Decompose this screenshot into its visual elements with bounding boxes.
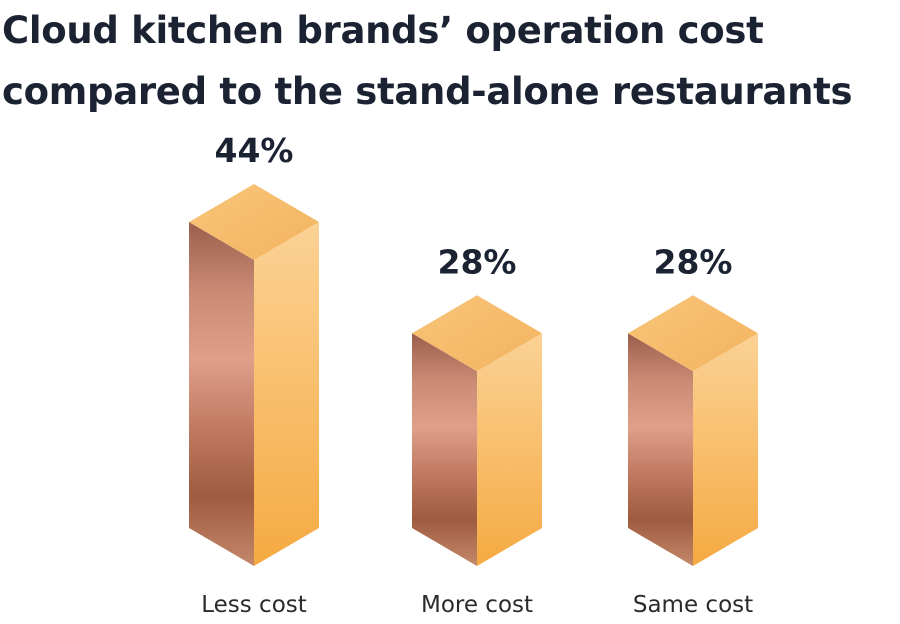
bar-top-face [189,184,319,260]
chart-title-line-2: compared to the stand-alone restaurants [2,70,853,113]
bar-right-face [477,333,542,566]
value-label: 28% [654,242,733,281]
bar-less-cost: 44% Less cost [189,131,319,618]
chart-title-line-1: Cloud kitchen brands’ operation cost [2,9,764,52]
category-label: More cost [421,592,533,618]
bar-right-face [693,333,758,566]
value-label: 44% [215,131,294,170]
chart-title: Cloud kitchen brands’ operation cost com… [2,0,898,122]
bar-more-cost: 28% More cost [412,242,542,618]
bar-same-cost: 28% Same cost [628,242,758,618]
bar-left-face [628,333,693,566]
bar-left-face [189,222,254,566]
category-label: Less cost [201,592,307,618]
bar-top-face [412,295,542,372]
value-label: 28% [438,242,517,281]
bar-left-face [412,333,477,566]
bar-right-face [254,222,319,566]
bar-top-face [628,295,758,372]
bars-layer: 44% Less cost 28% More cost 28% Same cost [189,131,758,618]
category-label: Same cost [633,592,753,618]
